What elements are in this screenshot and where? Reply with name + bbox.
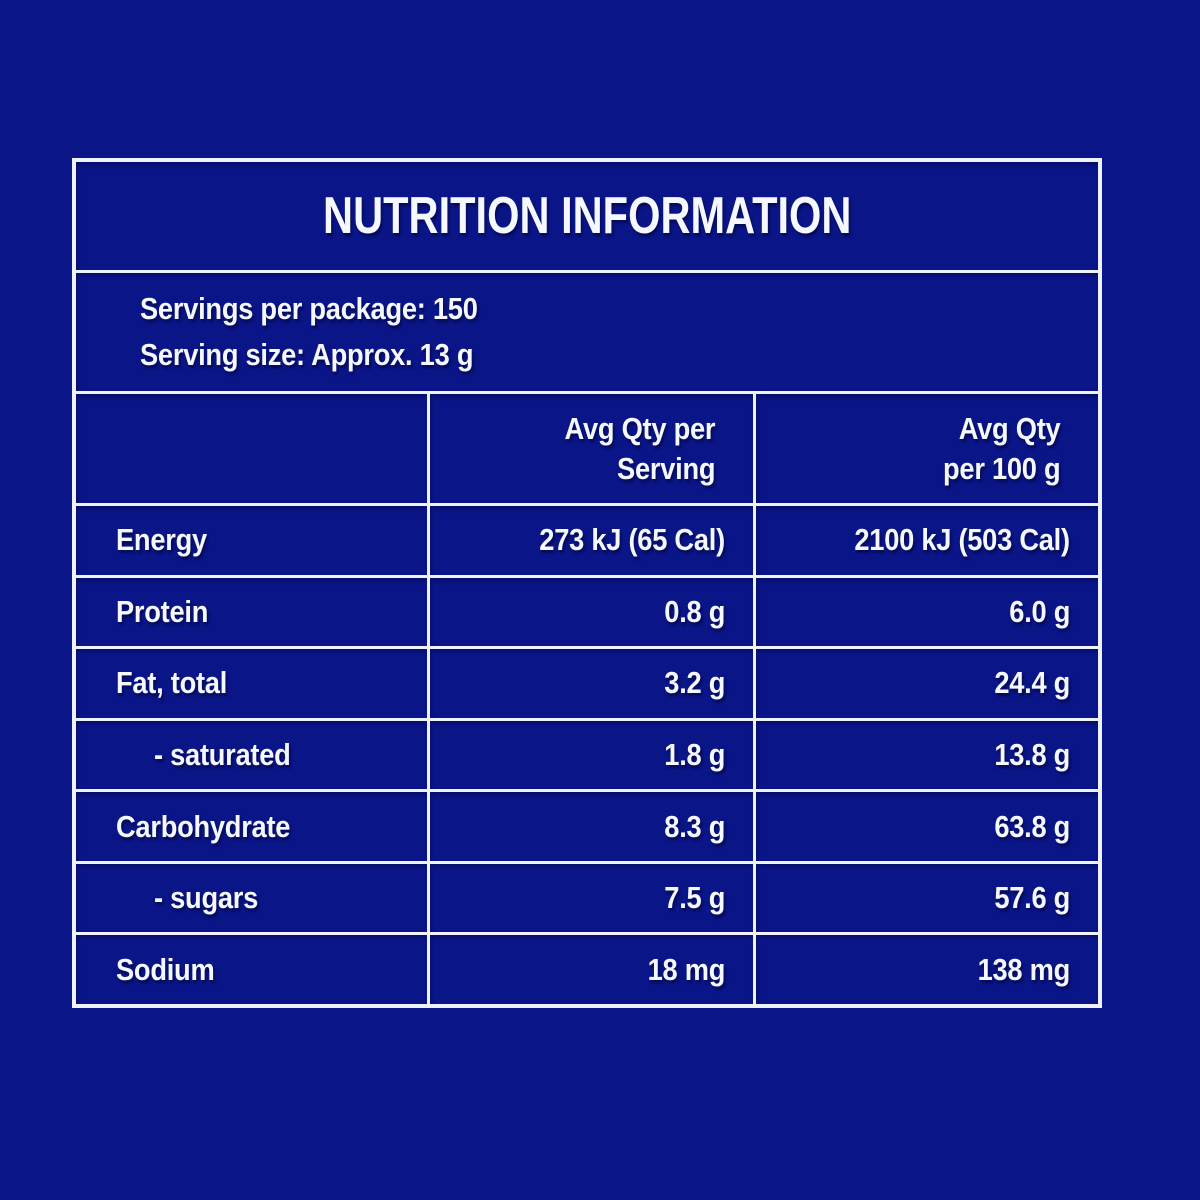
row-saturated-label-cell: - saturated [76,720,427,790]
row-protein-per-100g-cell: 6.0 g [756,577,1098,647]
row-carbohydrate-per-100g-cell: 63.8 g [756,792,1098,861]
row-sodium-label: Sodium [116,951,215,987]
row-protein-per-serving-cell: 0.8 g [430,577,753,647]
column-header-empty [76,394,427,503]
row-fat-total-label: Fat, total [116,665,228,701]
row-fat-total-per-serving-cell: 3.2 g [430,649,753,718]
row-saturated-label: - saturated [154,736,291,772]
row-energy-per-100g-cell: 2100 kJ (503 Cal) [756,506,1098,575]
panel-title-cell: NUTRITION INFORMATION [76,162,1098,270]
row-energy-per-serving: 273 kJ (65 Cal) [539,522,725,558]
column-header-per-serving: Avg Qty per Serving [430,394,753,503]
row-protein-per-serving: 0.8 g [664,593,725,629]
row-sodium-per-serving: 18 mg [647,951,725,987]
row-protein-label-cell: Protein [76,577,427,647]
row-carbohydrate-per-100g: 63.8 g [994,808,1070,844]
row-sugars-per-100g: 57.6 g [994,880,1070,916]
row-sugars-per-100g-cell: 57.6 g [756,863,1098,933]
row-sodium-per-serving-cell: 18 mg [430,935,753,1004]
row-sodium-per-100g: 138 mg [977,951,1071,987]
row-sodium-per-100g-cell: 138 mg [756,935,1098,1004]
row-sodium-label-cell: Sodium [76,935,427,1004]
row-energy-label-cell: Energy [76,506,427,575]
row-sugars-label: - sugars [154,880,259,916]
column-header-per-serving-label: Avg Qty per Serving [564,410,715,486]
row-carbohydrate-label: Carbohydrate [116,808,291,844]
row-carbohydrate-per-serving-cell: 8.3 g [430,792,753,861]
row-fat-total-per-100g-cell: 24.4 g [756,649,1098,718]
row-fat-total-per-100g: 24.4 g [994,665,1070,701]
row-protein-per-100g: 6.0 g [1009,593,1070,629]
nutrition-information-panel: NUTRITION INFORMATION Servings per packa… [72,158,1102,1008]
row-saturated-per-serving: 1.8 g [664,736,725,772]
column-header-per-100g: Avg Qty per 100 g [756,394,1098,503]
panel-title: NUTRITION INFORMATION [322,187,852,245]
servings-per-package-text: Servings per package: 150 [140,291,478,326]
row-fat-total-label-cell: Fat, total [76,649,427,718]
row-saturated-per-100g: 13.8 g [994,736,1070,772]
row-protein-label: Protein [116,593,209,629]
row-saturated-per-100g-cell: 13.8 g [756,720,1098,790]
row-energy-label: Energy [116,522,207,558]
row-fat-total-per-serving: 3.2 g [664,665,725,701]
row-saturated-per-serving-cell: 1.8 g [430,720,753,790]
row-energy-per-100g: 2100 kJ (503 Cal) [854,522,1071,558]
row-energy-per-serving-cell: 273 kJ (65 Cal) [430,506,753,575]
column-header-per-100g-label: Avg Qty per 100 g [942,410,1061,486]
row-sugars-per-serving: 7.5 g [664,880,725,916]
row-sugars-label-cell: - sugars [76,863,427,933]
serving-size-text: Serving size: Approx. 13 g [140,337,474,372]
row-carbohydrate-per-serving: 8.3 g [664,808,725,844]
row-sugars-per-serving-cell: 7.5 g [430,863,753,933]
serving-info-cell: Servings per package: 150 Serving size: … [76,273,1098,391]
row-carbohydrate-label-cell: Carbohydrate [76,792,427,861]
